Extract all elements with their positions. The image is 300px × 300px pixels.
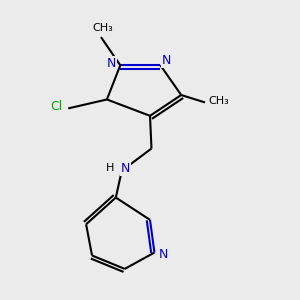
Text: Cl: Cl [50,100,62,113]
Text: N: N [162,54,171,67]
Text: CH₃: CH₃ [208,96,229,106]
Text: N: N [121,162,130,175]
Text: H: H [106,164,115,173]
Text: N: N [107,57,116,70]
Text: N: N [159,248,168,260]
Text: CH₃: CH₃ [92,23,113,33]
